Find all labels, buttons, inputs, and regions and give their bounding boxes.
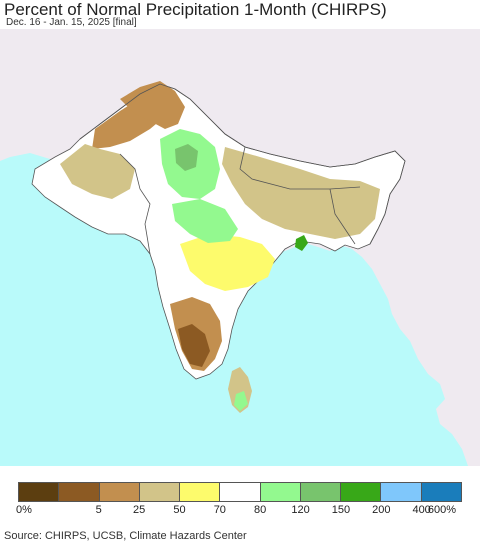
- legend-swatch: [180, 483, 221, 501]
- legend-swatch: [300, 483, 342, 501]
- legend-tick-label: 0%: [16, 504, 32, 516]
- legend-swatch: [220, 483, 261, 501]
- legend-tick-label: 50: [173, 504, 186, 516]
- legend-tick-label: 400: [412, 504, 431, 516]
- legend-tick-label: 25: [132, 504, 146, 516]
- map-subtitle: Dec. 16 - Jan. 15, 2025 [final]: [6, 17, 137, 28]
- source-credit: Source: CHIRPS, UCSB, Climate Hazards Ce…: [4, 530, 247, 542]
- legend-tick-label: 600%: [427, 504, 457, 516]
- country-borders: [79, 83, 406, 255]
- legend-swatch: [99, 483, 140, 501]
- legend-swatch: [139, 483, 181, 501]
- legend-tick-label: 80: [254, 504, 267, 516]
- legend-tick-label: 70: [213, 504, 226, 516]
- yellow-region-central: [180, 234, 275, 291]
- dry-region-south: [178, 324, 210, 367]
- wet-region-east-coast: [295, 235, 308, 251]
- legend-tick-label: 200: [372, 504, 391, 516]
- legend-swatch: [260, 483, 301, 501]
- legend-swatch: [381, 483, 422, 501]
- legend-swatch: [341, 483, 382, 501]
- wet-region-central: [172, 199, 238, 243]
- legend-tick-label: 150: [331, 504, 351, 516]
- sri-lanka-wet: [234, 391, 248, 411]
- map-title: Percent of Normal Precipitation 1-Month …: [4, 0, 387, 19]
- legend-swatch: [421, 483, 461, 501]
- legend-tick-label: 120: [291, 504, 310, 516]
- map-svg: [0, 29, 480, 466]
- dry-region-himalaya: [120, 81, 185, 129]
- legend-tick-label: 5: [95, 504, 102, 516]
- legend-ticks: 0% 5 25 50 70 80 120 150 200 400 600%: [0, 504, 480, 518]
- precipitation-map: [0, 29, 480, 466]
- wet-region-core: [175, 144, 198, 171]
- legend-swatch: [59, 483, 100, 501]
- color-legend: [18, 482, 462, 502]
- dry-region-gangetic: [222, 147, 380, 239]
- legend-swatch: [19, 483, 60, 501]
- dry-region-pakistan: [60, 144, 135, 199]
